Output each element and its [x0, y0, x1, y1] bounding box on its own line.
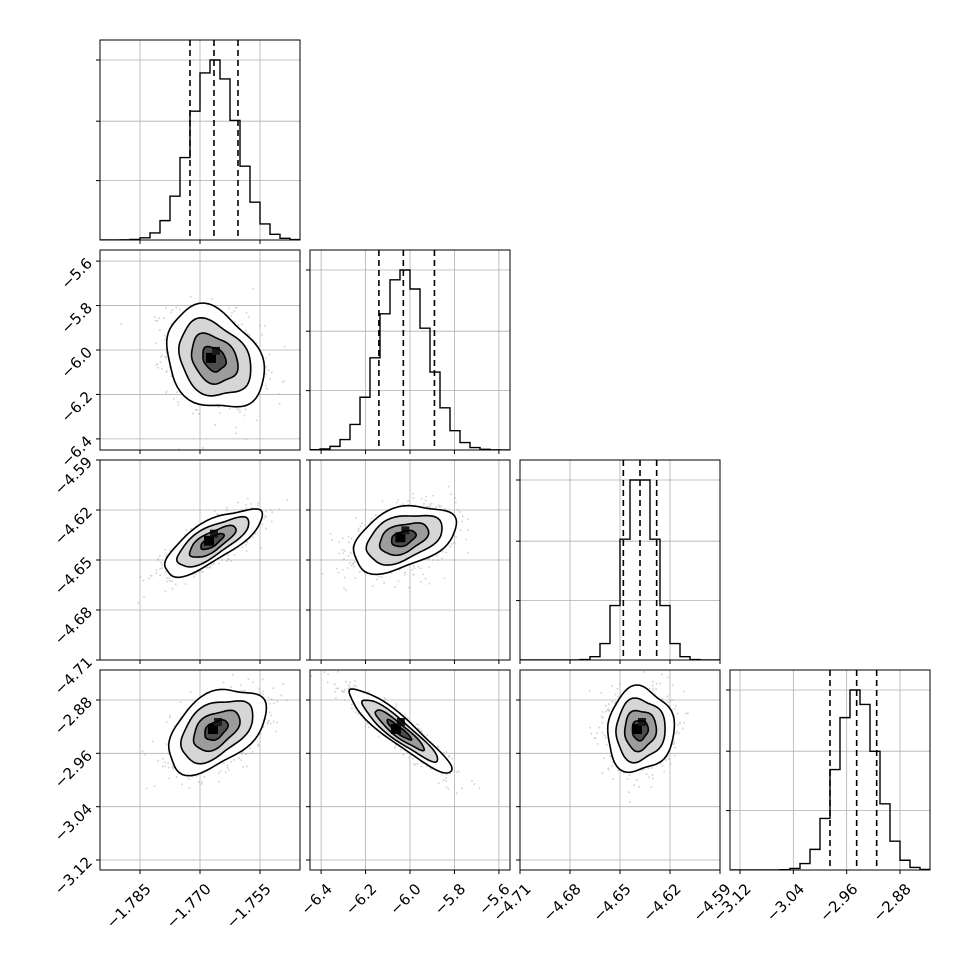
scatter-panel-0-2: [96, 459, 301, 664]
x-tick-label: −1.770: [163, 880, 215, 932]
contour-line: [179, 700, 254, 765]
scatter-panel-1-2: [306, 459, 511, 664]
panel-frame: [729, 669, 931, 871]
density-peak: [206, 352, 216, 363]
scatter-panel-2-3: [516, 669, 721, 874]
x-tick-label: −5.8: [431, 880, 469, 918]
contour-line: [615, 697, 666, 764]
histogram-panel-1: [306, 249, 511, 454]
density-peak: [395, 532, 406, 543]
density-peak: [214, 718, 222, 726]
contour-line: [378, 522, 430, 557]
y-tick-label: −4.65: [51, 553, 96, 598]
x-tick-label: −2.96: [816, 880, 861, 925]
contour-line: [386, 718, 413, 741]
density-peak: [204, 535, 214, 546]
contour-line: [188, 524, 237, 558]
contour-line: [374, 709, 425, 752]
x-tick-label: −4.65: [590, 880, 635, 925]
contour-line: [390, 529, 418, 548]
histogram-panel-3: [726, 669, 931, 874]
contour-line: [365, 514, 443, 566]
x-tick-label: −6.0: [386, 880, 424, 918]
density-peak: [390, 724, 401, 734]
y-tick-label: −6.0: [58, 343, 96, 381]
y-tick-label: −4.71: [51, 653, 96, 698]
x-tick-label: −4.68: [540, 880, 585, 925]
histogram-panel-0: [96, 39, 301, 244]
y-tick-label: −4.68: [51, 603, 96, 648]
density-peak: [396, 718, 405, 726]
contour-line: [623, 709, 658, 753]
histogram-step: [310, 269, 510, 450]
scatter-panel-0-3: [96, 669, 301, 874]
x-tick-label: −1.785: [103, 880, 155, 932]
contour-line: [631, 719, 650, 742]
density-peak: [208, 724, 218, 734]
contour-line: [348, 688, 453, 774]
contour-line: [200, 532, 226, 551]
x-tick-label: −2.88: [870, 880, 915, 925]
x-tick-label: −6.4: [297, 880, 335, 918]
contour-line: [202, 345, 228, 373]
x-tick-label: −1.755: [223, 880, 275, 932]
contour-line: [352, 504, 458, 576]
density-peak: [210, 529, 218, 538]
contour-line: [175, 515, 250, 568]
y-tick-label: −5.6: [58, 254, 96, 292]
x-tick-label: −6.2: [342, 880, 380, 918]
contour-line: [360, 699, 439, 764]
contour-line: [190, 332, 239, 386]
y-tick-label: −4.62: [51, 503, 96, 548]
y-tick-label: −5.8: [58, 299, 96, 337]
contour-line: [163, 508, 264, 579]
scatter-panel-0-1: [96, 249, 301, 454]
histogram-panel-2: [516, 459, 721, 664]
contour-line: [165, 302, 266, 408]
contour-line: [204, 719, 230, 741]
y-tick-label: −3.04: [51, 800, 96, 845]
density-peak: [638, 718, 646, 726]
contour-line: [167, 688, 268, 777]
scatter-panel-1-3: [306, 669, 511, 874]
contour-line: [192, 709, 241, 753]
y-tick-label: −2.88: [51, 693, 96, 738]
x-tick-label: −3.04: [763, 880, 808, 925]
contour-line: [606, 684, 676, 774]
density-peak: [401, 526, 410, 535]
density-peak: [212, 346, 220, 355]
y-tick-label: −3.12: [51, 853, 96, 898]
x-tick-label: −4.62: [640, 880, 685, 925]
contour-line: [177, 316, 252, 397]
y-tick-label: −2.96: [51, 747, 96, 792]
density-peak: [632, 724, 642, 734]
y-tick-label: −6.2: [58, 388, 96, 426]
